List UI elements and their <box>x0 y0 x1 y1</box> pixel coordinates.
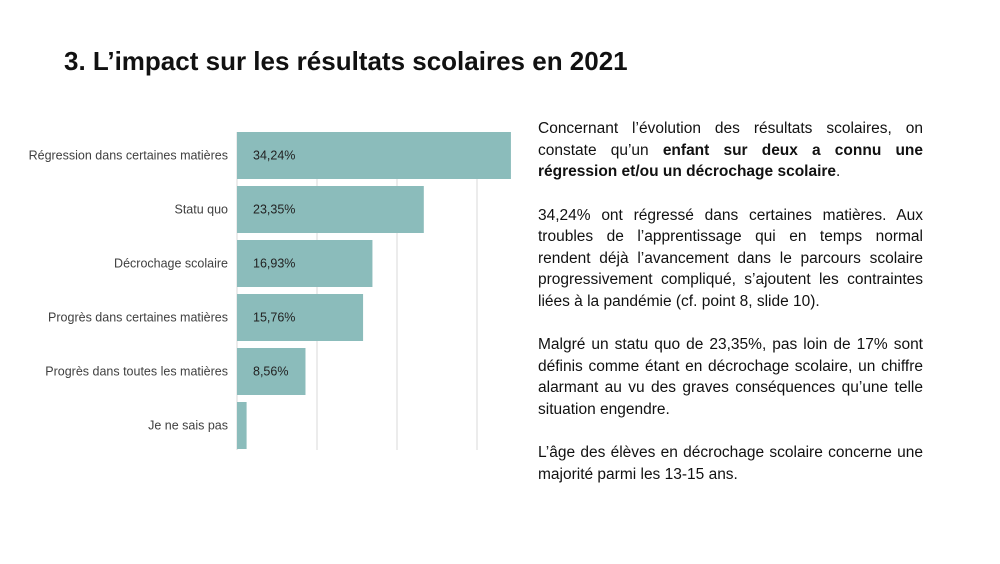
category-label: Progrès dans certaines matières <box>48 311 228 325</box>
data-label: 16,93% <box>253 257 295 271</box>
bar <box>237 132 511 179</box>
category-label: Régression dans certaines matières <box>29 149 228 163</box>
category-label: Statu quo <box>174 203 228 217</box>
bar <box>237 402 247 449</box>
paragraph-3: Malgré un statu quo de 23,35%, pas loin … <box>538 336 923 418</box>
paragraph-1-emphasis: enfant sur deux a connu une régression e… <box>538 141 923 181</box>
bar <box>237 294 364 341</box>
slide-title: 3. L’impact sur les résultats scolaires … <box>64 46 628 76</box>
bar <box>237 348 306 395</box>
body-text: Concernant l’évolution des résultats sco… <box>538 118 923 507</box>
paragraph-2: 34,24% ont régressé dans certaines matiè… <box>538 206 923 310</box>
data-label: 15,76% <box>253 311 295 325</box>
bar <box>237 240 373 287</box>
bar <box>237 186 424 233</box>
category-label: Progrès dans toutes les matières <box>45 365 228 379</box>
data-label: 8,56% <box>253 365 288 379</box>
bar-chart: Régression dans certaines matières 34,24%… <box>29 132 511 450</box>
paragraph-1-start: Concernant l’évolution des résultats sco… <box>538 120 923 159</box>
category-label: Décrochage scolaire <box>114 257 228 271</box>
category-label: Je ne sais pas <box>148 419 228 433</box>
paragraph-1-end: . <box>836 163 841 180</box>
paragraph-4: L’âge des élèves en décrochage scolaire … <box>538 444 923 483</box>
data-label: 23,35% <box>253 203 295 217</box>
paragraph-1: Concernant l’évolution des résultats sco… <box>538 118 923 183</box>
data-label: 34,24% <box>253 149 295 163</box>
